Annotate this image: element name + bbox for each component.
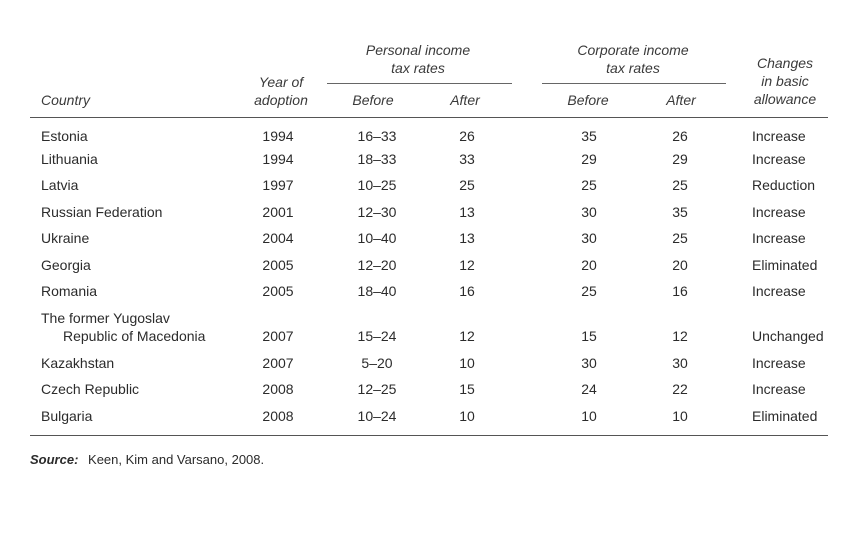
- cell-personal-after: 16: [459, 283, 475, 299]
- cell-year: 2001: [262, 204, 294, 220]
- cell-change: Reduction: [752, 177, 816, 193]
- cell-personal-after: 13: [459, 230, 475, 246]
- cell-corporate-before: 30: [581, 230, 597, 246]
- cell-corporate-before: 10: [581, 408, 597, 424]
- cell-personal-before: 5–20: [361, 355, 393, 371]
- header-corporate-line1: Corporate income: [577, 42, 689, 58]
- cell-change: Increase: [752, 283, 806, 299]
- cell-corporate-before: 25: [581, 283, 597, 299]
- cell-country: Georgia: [41, 257, 91, 273]
- cell-corporate-before: 29: [581, 151, 597, 167]
- cell-year: 1994: [262, 151, 294, 167]
- cell-change: Eliminated: [752, 408, 818, 424]
- cell-personal-before: 12–25: [357, 381, 397, 397]
- cell-corporate-before: 20: [581, 257, 597, 273]
- cell-personal-before: 16–33: [357, 128, 397, 144]
- cell-country: Czech Republic: [41, 381, 140, 397]
- table-bottom-rule: [30, 435, 828, 436]
- cell-corporate-after: 25: [672, 177, 688, 193]
- source-label: Source:: [30, 452, 79, 467]
- header-changes-line3: allowance: [753, 91, 817, 107]
- cell-personal-after: 26: [459, 128, 475, 144]
- header-personal-line1: Personal income: [365, 42, 471, 58]
- header-year-line2: adoption: [254, 92, 308, 108]
- cell-country: Estonia: [41, 128, 88, 144]
- cell-change: Unchanged: [752, 328, 824, 344]
- cell-change: Eliminated: [752, 257, 818, 273]
- cell-personal-before: 12–30: [357, 204, 397, 220]
- source-text: Keen, Kim and Varsano, 2008.: [88, 452, 265, 467]
- cell-corporate-before: 15: [581, 328, 597, 344]
- cell-country: The former Yugoslav: [41, 310, 170, 326]
- header-corporate-after: After: [666, 92, 696, 108]
- cell-corporate-after: 25: [672, 230, 688, 246]
- cell-change: Increase: [752, 204, 806, 220]
- header-personal-line2: tax rates: [391, 60, 445, 76]
- cell-corporate-after: 16: [672, 283, 688, 299]
- header-country: Country: [41, 92, 91, 108]
- cell-year: 2008: [262, 381, 294, 397]
- cell-change: Increase: [752, 230, 806, 246]
- cell-personal-before: 18–33: [357, 151, 397, 167]
- cell-country: Kazakhstan: [41, 355, 115, 371]
- header-year-line1: Year of: [258, 74, 304, 90]
- cell-change: Increase: [752, 128, 806, 144]
- cell-corporate-after: 12: [672, 328, 688, 344]
- cell-country: Romania: [41, 283, 98, 299]
- cell-year: 2008: [262, 408, 294, 424]
- cell-personal-after: 13: [459, 204, 475, 220]
- header-corporate-before: Before: [567, 92, 609, 108]
- cell-personal-after: 12: [459, 328, 475, 344]
- cell-year: 2007: [262, 328, 294, 344]
- cell-personal-after: 10: [459, 408, 475, 424]
- cell-personal-before: 10–40: [357, 230, 397, 246]
- header-changes-line1: Changes: [756, 55, 814, 71]
- cell-year: 2005: [262, 257, 294, 273]
- cell-corporate-after: 20: [672, 257, 688, 273]
- cell-personal-after: 12: [459, 257, 475, 273]
- header-corporate-line2: tax rates: [606, 60, 660, 76]
- cell-corporate-after: 35: [672, 204, 688, 220]
- cell-personal-before: 18–40: [357, 283, 397, 299]
- cell-corporate-before: 30: [581, 204, 597, 220]
- header-personal-before: Before: [352, 92, 394, 108]
- cell-year: 2004: [262, 230, 294, 246]
- cell-year: 2007: [262, 355, 294, 371]
- cell-corporate-before: 30: [581, 355, 597, 371]
- cell-year: 1997: [262, 177, 294, 193]
- cell-personal-after: 33: [459, 151, 475, 167]
- cell-corporate-after: 30: [672, 355, 688, 371]
- cell-country: Lithuania: [41, 151, 98, 167]
- cell-corporate-before: 35: [581, 128, 597, 144]
- header-changes-line2: in basic: [761, 73, 809, 89]
- cell-corporate-after: 22: [672, 381, 688, 397]
- cell-personal-after: 15: [459, 381, 475, 397]
- header-personal-after: After: [450, 92, 480, 108]
- cell-corporate-after: 29: [672, 151, 688, 167]
- cell-corporate-after: 10: [672, 408, 688, 424]
- cell-country: Ukraine: [41, 230, 90, 246]
- cell-corporate-before: 24: [581, 381, 597, 397]
- cell-change: Increase: [752, 151, 806, 167]
- corporate-group-rule: [542, 83, 726, 84]
- cell-personal-before: 10–25: [357, 177, 397, 193]
- cell-corporate-before: 25: [581, 177, 597, 193]
- cell-personal-after: 10: [459, 355, 475, 371]
- header-bottom-rule: [30, 117, 828, 118]
- cell-personal-before: 15–24: [357, 328, 397, 344]
- cell-country: Bulgaria: [41, 408, 93, 424]
- cell-country: Latvia: [41, 177, 79, 193]
- cell-change: Increase: [752, 355, 806, 371]
- cell-personal-after: 25: [459, 177, 475, 193]
- cell-change: Increase: [752, 381, 806, 397]
- cell-country: Russian Federation: [41, 204, 163, 220]
- source-note: Source: Keen, Kim and Varsano, 2008.: [30, 452, 264, 467]
- personal-group-rule: [327, 83, 512, 84]
- cell-personal-before: 12–20: [357, 257, 397, 273]
- cell-corporate-after: 26: [672, 128, 688, 144]
- cell-year: 1994: [262, 128, 294, 144]
- cell-country: Republic of Macedonia: [63, 328, 206, 344]
- cell-personal-before: 10–24: [357, 408, 397, 424]
- cell-year: 2005: [262, 283, 294, 299]
